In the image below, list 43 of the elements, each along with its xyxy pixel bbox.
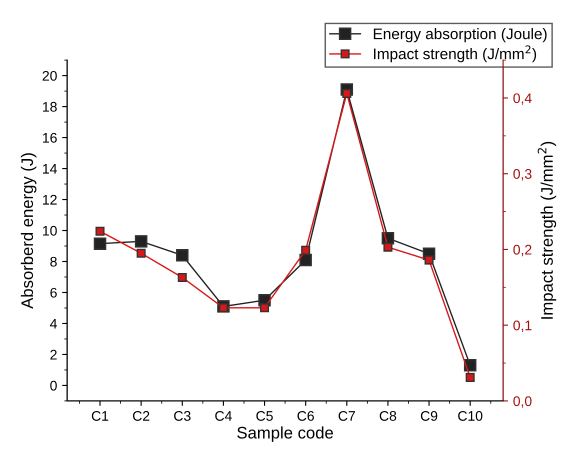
- point: [176, 249, 189, 262]
- y-tick-label: 14: [43, 164, 57, 174]
- point: [301, 246, 310, 255]
- x-tick-label: C1: [92, 411, 108, 421]
- y-tick-label: 8: [50, 256, 57, 267]
- point: [94, 237, 106, 250]
- point: [134, 235, 148, 248]
- y-tick-label: 6: [50, 288, 57, 298]
- point: [299, 254, 312, 266]
- x-tick-label: C4: [215, 411, 232, 421]
- y2-tick-label: 0,4: [513, 93, 532, 105]
- y-tick-label: 12: [43, 194, 57, 205]
- y-tick-label: 0: [50, 380, 57, 391]
- y-tick-label: 10: [43, 226, 57, 236]
- x-tick-label: C2: [132, 411, 150, 421]
- y2-axis-title: Impact strength (J/mm$^{2}$): [538, 142, 556, 319]
- point: [260, 303, 270, 312]
- x-tick-label: C7: [338, 411, 355, 421]
- legend-label: Impact strength (J/mm$^{2}$): [374, 45, 536, 62]
- y-tick-label: 16: [43, 132, 57, 143]
- legend-label: Energy absorption (Joule): [374, 28, 547, 42]
- point: [96, 226, 105, 236]
- x-tick-label: C6: [297, 411, 314, 421]
- x-tick-label: C8: [380, 411, 396, 421]
- y-tick-label: 20: [42, 70, 57, 81]
- point: [424, 256, 434, 265]
- y2-tick-label: 0,1: [513, 320, 532, 332]
- y2-tick-label: 0,3: [513, 169, 532, 181]
- x-tick-label: C9: [420, 411, 438, 421]
- y-tick-label: 18: [43, 102, 57, 112]
- y-tick-label: 2: [50, 350, 57, 360]
- x-tick-label: C5: [256, 411, 273, 421]
- y-tick-label: 4: [50, 318, 57, 328]
- point: [136, 248, 146, 258]
- point: [383, 242, 392, 252]
- point: [466, 372, 475, 382]
- x-tick-label: C10: [458, 411, 482, 421]
- x-axis-title: Sample code: [237, 426, 334, 442]
- point: [178, 272, 187, 282]
- x-tick-label: C3: [174, 411, 191, 421]
- y-axis-title: Absorberd energy (J): [20, 153, 36, 309]
- y2-tick-label: 0,2: [513, 244, 532, 256]
- y2-tick-label: 0,0: [513, 396, 532, 408]
